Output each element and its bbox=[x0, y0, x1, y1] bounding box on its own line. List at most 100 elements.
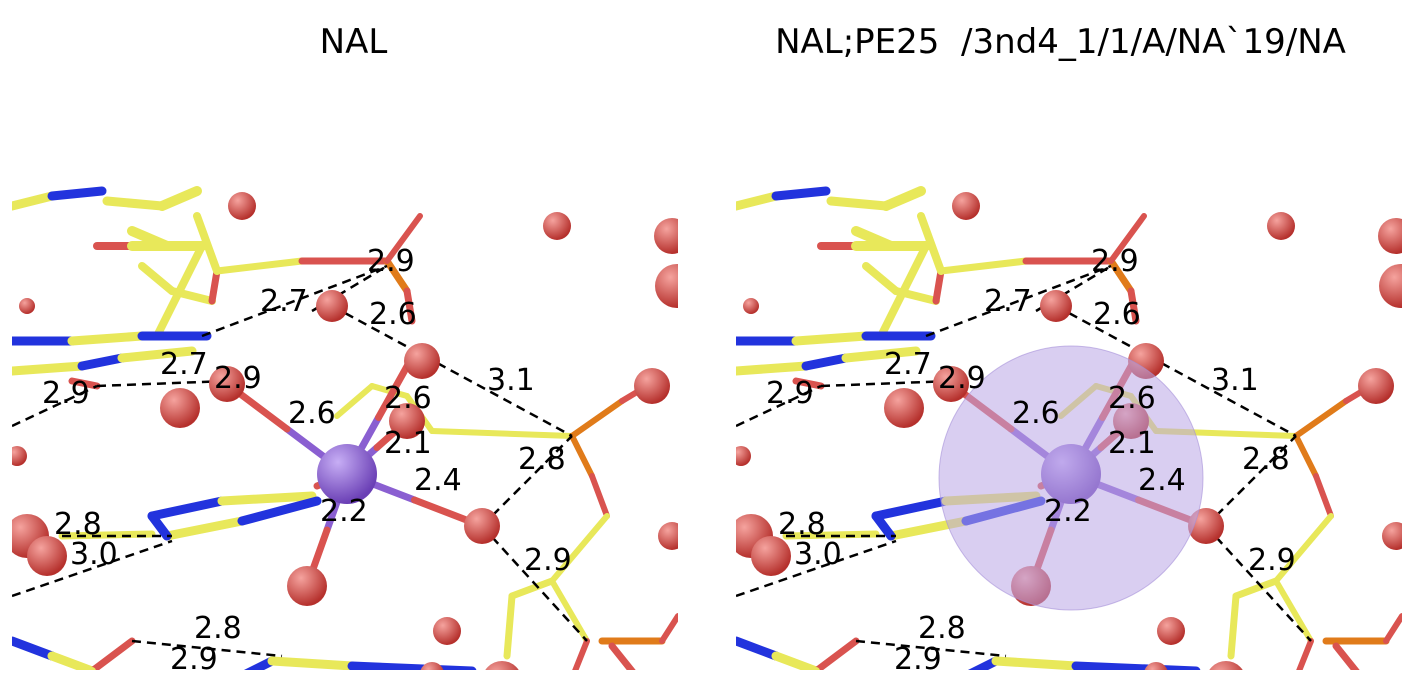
hydrogen-bonds-layer bbox=[12, 264, 588, 658]
oxygen-bond bbox=[1313, 473, 1334, 519]
carbon-bond bbox=[549, 513, 610, 584]
distance-label-d7: 3.1 bbox=[1211, 363, 1259, 398]
carbon-bond bbox=[826, 196, 891, 211]
carbon-bond bbox=[503, 592, 516, 660]
sodium-ion bbox=[317, 444, 377, 504]
hydrogen-bond bbox=[855, 639, 1007, 658]
carbon-bond bbox=[862, 262, 900, 295]
distance-label-d11: 2.8 bbox=[518, 442, 566, 477]
molecule-scene-right: 2.92.7 2.62.7 2.92.9 3.12.6 2.62.1 2.82.42.22… bbox=[736, 186, 1402, 670]
distance-label-d7: 3.1 bbox=[487, 363, 535, 398]
oxygen-bond bbox=[375, 357, 414, 421]
distance-label-d10: 2.1 bbox=[384, 426, 432, 461]
distance-label-d15: 3.0 bbox=[70, 537, 118, 572]
hydrogen-bond bbox=[1205, 435, 1297, 527]
carbon-bond bbox=[791, 331, 871, 346]
water-sphere bbox=[658, 522, 678, 550]
oxygen-bond bbox=[1332, 642, 1360, 670]
carbon-bond bbox=[736, 361, 811, 376]
distance-label-d18: 2.9 bbox=[894, 642, 942, 670]
oxygen-bond bbox=[88, 637, 136, 670]
water-sphere bbox=[209, 366, 245, 402]
water-sphere bbox=[655, 264, 678, 308]
water-sphere bbox=[404, 343, 440, 379]
distance-label-d18: 2.9 bbox=[170, 642, 218, 670]
distance-label-d10: 2.1 bbox=[1108, 426, 1156, 461]
water-sphere bbox=[952, 192, 980, 220]
carbon-bond bbox=[157, 186, 202, 211]
carbon-bond bbox=[991, 656, 1081, 670]
distance-label-d14: 2.8 bbox=[778, 507, 826, 542]
oxygen-bond bbox=[1383, 613, 1402, 644]
water-sphere bbox=[464, 508, 500, 544]
carbon-bond bbox=[736, 191, 781, 211]
distance-label-d14: 2.8 bbox=[54, 507, 102, 542]
carbon-bond bbox=[138, 262, 176, 295]
oxygen-bond bbox=[812, 637, 860, 670]
distance-label-d4: 2.7 bbox=[160, 347, 208, 382]
water-sphere bbox=[1144, 662, 1168, 670]
water-sphere bbox=[654, 218, 678, 254]
oxygen-bond bbox=[384, 213, 423, 264]
distance-label-d16: 2.9 bbox=[524, 543, 572, 578]
carbon-bond bbox=[162, 516, 247, 541]
water-sphere bbox=[1157, 617, 1185, 645]
oxygen-bond bbox=[932, 267, 945, 305]
water-sphere bbox=[1382, 522, 1402, 550]
oxygen-bond bbox=[608, 642, 636, 670]
distance-label-d3: 2.6 bbox=[369, 297, 417, 332]
water-sphere bbox=[160, 388, 200, 428]
water-sphere bbox=[1040, 290, 1072, 322]
nitrogen-bond bbox=[736, 636, 781, 661]
water-sphere bbox=[543, 212, 571, 240]
distance-label-d8: 2.6 bbox=[288, 396, 336, 431]
carbon-bond bbox=[102, 196, 167, 211]
phosphorus-bond bbox=[1293, 433, 1319, 479]
distance-label-d17: 2.8 bbox=[194, 611, 242, 646]
carbon-bond bbox=[12, 361, 87, 376]
carbon-bond bbox=[67, 331, 147, 346]
nitrogen-bond bbox=[967, 656, 1001, 670]
nitrogen-bond bbox=[12, 636, 57, 661]
hydrogen-bonds-layer bbox=[736, 264, 1312, 658]
phosphorus-bond bbox=[383, 257, 411, 295]
oxygen-bond bbox=[68, 377, 101, 390]
carbon-bond bbox=[917, 212, 945, 275]
oxygen-bond bbox=[589, 473, 610, 519]
water-sphere bbox=[19, 298, 35, 314]
nitrogen-bond bbox=[147, 496, 227, 521]
hydrogen-bond bbox=[925, 264, 1112, 338]
oxygen-bond bbox=[1108, 213, 1147, 264]
carbon-bond bbox=[1227, 592, 1240, 660]
hydrogen-bond bbox=[96, 379, 228, 388]
distance-label-d1: 2.9 bbox=[367, 244, 415, 279]
oxygen-bond bbox=[792, 377, 825, 390]
distance-label-d16: 2.9 bbox=[1248, 543, 1296, 578]
distance-label-d4: 2.7 bbox=[884, 347, 932, 382]
carbon-bond bbox=[429, 428, 575, 439]
nitrogen-bond bbox=[47, 186, 107, 201]
oxygen-bond bbox=[572, 638, 590, 670]
distance-label-d13: 2.2 bbox=[320, 494, 368, 529]
water-oxygen-layer bbox=[12, 192, 678, 670]
selection-sphere bbox=[938, 345, 1204, 611]
distance-label-d17: 2.8 bbox=[918, 611, 966, 646]
distance-label-d9: 2.6 bbox=[1108, 381, 1156, 416]
phosphorus-bond bbox=[569, 433, 595, 479]
carbon-bond bbox=[508, 577, 556, 600]
hydrogen-bond bbox=[201, 264, 388, 338]
nitrogen-bond bbox=[871, 511, 896, 541]
carbon-bond bbox=[267, 656, 357, 670]
oxygen-bond bbox=[1127, 287, 1140, 325]
hydrogen-bond bbox=[736, 539, 897, 598]
panel-title-left: NAL bbox=[319, 22, 388, 62]
hydrogen-bond bbox=[736, 384, 822, 428]
carbon-bond bbox=[12, 191, 57, 211]
structure-panel-right: 2.9 2.7 2.6 2.7 2.9 2.9 3.1 2.6 2.6 2.1 2.8 2.4 2.2 2… bbox=[736, 96, 1402, 670]
water-sphere bbox=[884, 388, 924, 428]
carbon-bond bbox=[334, 383, 375, 419]
water-sphere bbox=[1358, 368, 1394, 404]
carbon-bond bbox=[193, 212, 221, 275]
carbon-bond bbox=[937, 257, 1030, 275]
hydrogen-bond bbox=[331, 304, 573, 438]
